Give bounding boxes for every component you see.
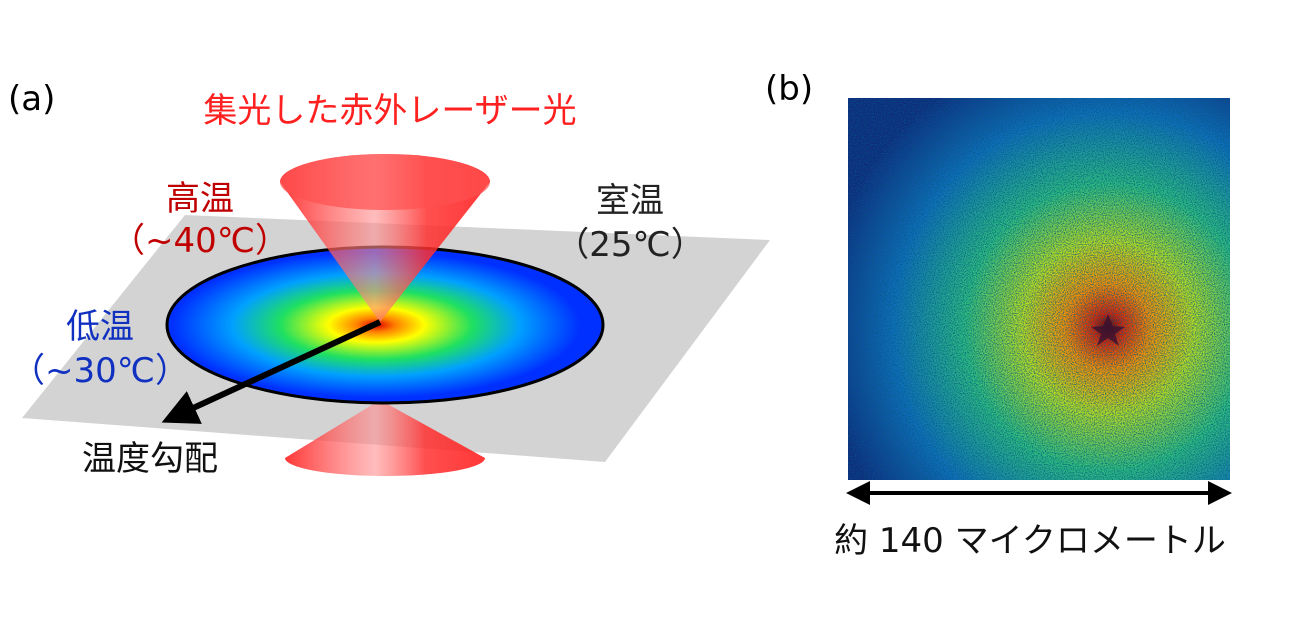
room-temp: （25℃） (555, 225, 704, 265)
lower-cone (285, 400, 485, 476)
hot-label: 高温 (166, 179, 234, 219)
panel-label: (a) (8, 79, 55, 119)
room-label: 室温 (596, 181, 664, 221)
panel-label: (b) (765, 69, 813, 109)
laser-spot (1091, 314, 1125, 346)
image-noise (848, 98, 1230, 480)
scale-label: 約 140 マイクロメートル (834, 521, 1226, 561)
gradient-arrow (161, 319, 382, 424)
low-label: 低温 (66, 307, 134, 347)
gradient-label: 温度勾配 (82, 439, 218, 479)
hot-temp: （~40℃） (111, 221, 289, 261)
low-temp: （~30℃） (11, 351, 189, 391)
laser-label: 集光した赤外レーザー光 (203, 91, 576, 131)
cone-top (280, 154, 490, 210)
